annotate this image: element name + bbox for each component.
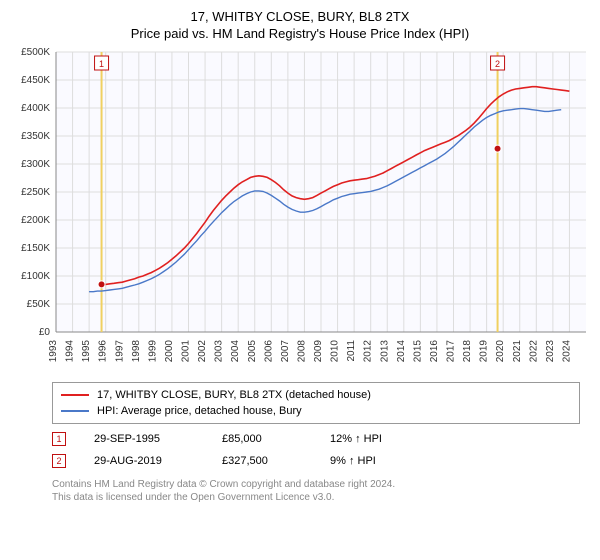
svg-text:2022: 2022 (528, 340, 539, 363)
svg-text:1999: 1999 (147, 340, 158, 363)
svg-text:£200K: £200K (21, 215, 50, 226)
price-chart: £0 £50K £100K £150K £200K £250K £300K £350K £400… (10, 46, 590, 376)
legend-label: HPI: Average price, detached house, Bury (97, 405, 302, 417)
legend-item: HPI: Average price, detached house, Bury (61, 403, 571, 419)
svg-text:2: 2 (495, 59, 500, 69)
svg-text:2008: 2008 (296, 340, 307, 363)
svg-text:2007: 2007 (280, 340, 291, 363)
svg-text:£400K: £400K (21, 103, 50, 114)
svg-text:2015: 2015 (412, 340, 423, 363)
svg-text:£500K: £500K (21, 47, 50, 58)
svg-text:2012: 2012 (363, 340, 374, 363)
svg-text:£100K: £100K (21, 271, 50, 282)
svg-text:2001: 2001 (181, 340, 192, 363)
svg-text:2003: 2003 (214, 340, 225, 363)
svg-text:2004: 2004 (230, 340, 241, 363)
svg-text:1996: 1996 (98, 340, 109, 363)
tx-price: £85,000 (222, 433, 302, 445)
legend-swatch-2 (61, 410, 89, 412)
svg-text:2000: 2000 (164, 340, 175, 363)
footer: Contains HM Land Registry data © Crown c… (52, 478, 580, 504)
svg-text:2023: 2023 (545, 340, 556, 363)
svg-text:1997: 1997 (114, 340, 125, 363)
svg-text:1: 1 (99, 59, 104, 69)
svg-text:£50K: £50K (27, 299, 51, 310)
footer-line-1: Contains HM Land Registry data © Crown c… (52, 478, 580, 491)
footer-line-2: This data is licensed under the Open Gov… (52, 491, 580, 504)
tx-date: 29-SEP-1995 (94, 433, 194, 445)
svg-text:2016: 2016 (429, 340, 440, 363)
svg-text:£350K: £350K (21, 131, 50, 142)
tx-date: 29-AUG-2019 (94, 455, 194, 467)
table-row: 2 29-AUG-2019 £327,500 9% ↑ HPI (52, 450, 580, 472)
svg-text:2002: 2002 (197, 340, 208, 363)
svg-text:1993: 1993 (48, 340, 59, 363)
svg-text:2014: 2014 (396, 340, 407, 363)
svg-text:2005: 2005 (247, 340, 258, 363)
tx-delta: 12% ↑ HPI (330, 433, 420, 445)
legend-label: 17, WHITBY CLOSE, BURY, BL8 2TX (detache… (97, 389, 371, 401)
svg-text:£250K: £250K (21, 187, 50, 198)
svg-text:£300K: £300K (21, 159, 50, 170)
tx-marker-1: 1 (52, 432, 66, 446)
legend-swatch-1 (61, 394, 89, 396)
svg-text:2010: 2010 (330, 340, 341, 363)
svg-text:1994: 1994 (65, 340, 76, 363)
table-row: 1 29-SEP-1995 £85,000 12% ↑ HPI (52, 428, 580, 450)
transaction-table: 1 29-SEP-1995 £85,000 12% ↑ HPI 2 29-AUG… (52, 428, 580, 472)
svg-text:2021: 2021 (512, 340, 523, 363)
svg-text:2017: 2017 (446, 340, 457, 363)
svg-text:1998: 1998 (131, 340, 142, 363)
tx-delta: 9% ↑ HPI (330, 455, 420, 467)
svg-text:2006: 2006 (263, 340, 274, 363)
svg-text:2013: 2013 (379, 340, 390, 363)
svg-text:£150K: £150K (21, 243, 50, 254)
chart-title-2: Price paid vs. HM Land Registry's House … (10, 25, 590, 42)
legend: 17, WHITBY CLOSE, BURY, BL8 2TX (detache… (52, 382, 580, 424)
svg-text:2011: 2011 (346, 340, 357, 362)
tx-price: £327,500 (222, 455, 302, 467)
svg-text:£450K: £450K (21, 75, 50, 86)
legend-item: 17, WHITBY CLOSE, BURY, BL8 2TX (detache… (61, 387, 571, 403)
svg-text:£0: £0 (39, 327, 51, 338)
svg-text:2019: 2019 (479, 340, 490, 363)
svg-text:1995: 1995 (81, 340, 92, 363)
chart-title-1: 17, WHITBY CLOSE, BURY, BL8 2TX (10, 8, 590, 25)
svg-text:2009: 2009 (313, 340, 324, 363)
svg-text:2024: 2024 (561, 340, 572, 363)
tx-marker-2: 2 (52, 454, 66, 468)
svg-text:2020: 2020 (495, 340, 506, 363)
svg-text:2018: 2018 (462, 340, 473, 363)
